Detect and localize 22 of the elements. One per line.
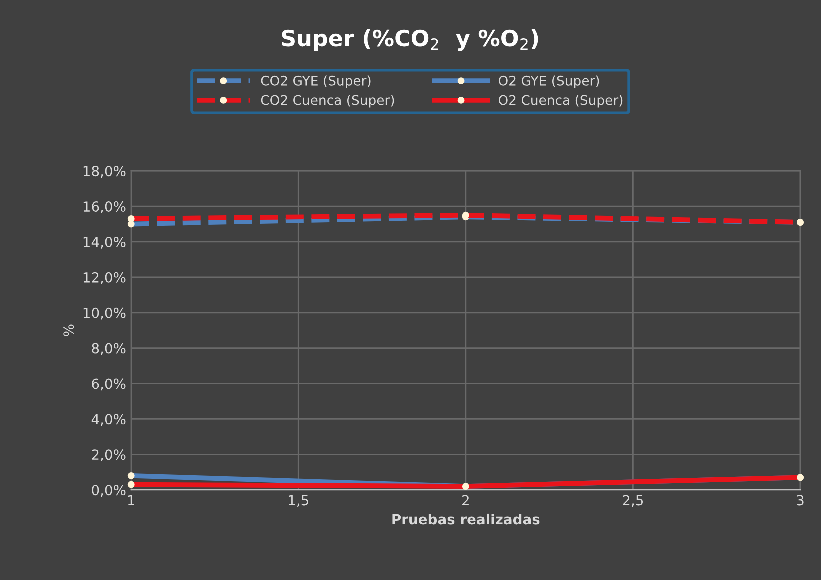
- legend-label: CO2 Cuenca (Super): [261, 95, 394, 108]
- legend-label: O2 Cuenca (Super): [498, 95, 623, 108]
- x-tick-label: 1,5: [289, 495, 308, 508]
- y-tick-label: 2,0%: [92, 450, 126, 462]
- x-tick-label: 2,5: [623, 495, 644, 508]
- y-tick-label: 14,0%: [84, 236, 126, 249]
- legend-label: CO2 GYE (Super): [261, 76, 371, 88]
- y-tick-label: 10,0%: [84, 308, 126, 320]
- legend-label: O2 GYE (Super): [498, 76, 600, 88]
- y-axis-title: %: [64, 324, 74, 336]
- chart-title: Super (%CO$_{2}$ y %O$_{2}$): [282, 30, 538, 52]
- x-axis-title: Pruebas realizadas: [392, 514, 540, 525]
- y-tick-label: 16,0%: [84, 202, 126, 214]
- x-tick-label: 3: [797, 495, 804, 506]
- y-tick-label: 4,0%: [92, 414, 126, 426]
- y-tick-label: 8,0%: [92, 343, 126, 356]
- y-tick-label: 12,0%: [84, 272, 126, 284]
- y-tick-label: 18,0%: [84, 166, 126, 178]
- x-tick-label: 2: [462, 495, 469, 506]
- x-tick-label: 1: [128, 495, 134, 506]
- y-tick-label: 0,0%: [92, 485, 126, 497]
- y-tick-label: 6,0%: [92, 378, 126, 391]
